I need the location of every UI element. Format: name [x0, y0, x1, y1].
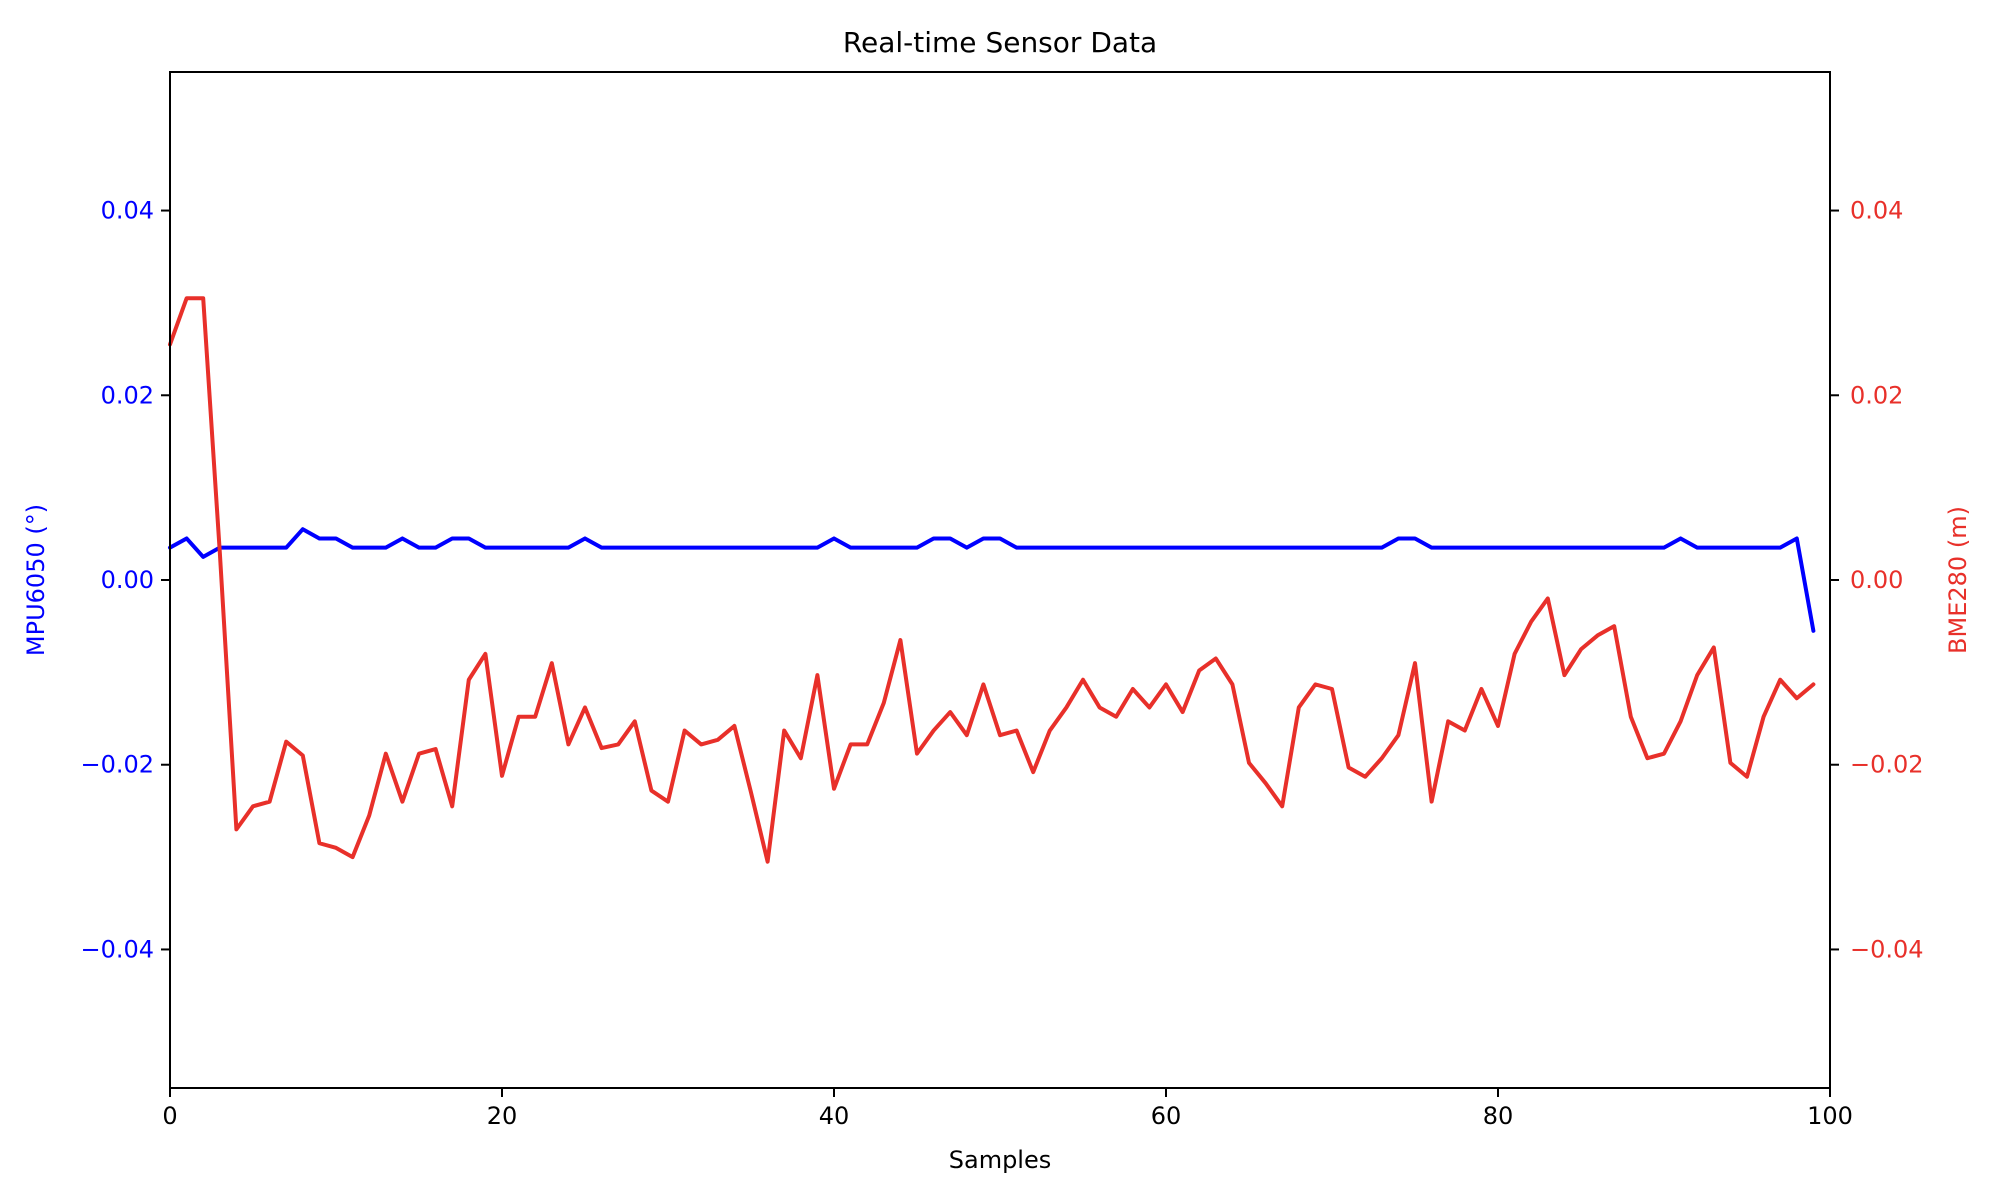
- left-y-tick-label: 0.02: [101, 381, 154, 409]
- x-tick-label: 100: [1807, 1102, 1853, 1130]
- x-tick-label: 0: [162, 1102, 177, 1130]
- left-y-axis-label: MPU6050 (°): [22, 504, 50, 656]
- right-y-tick-label: 0.02: [1850, 381, 1903, 409]
- right-y-axis-ticks: −0.04 −0.02 0.00 0.02 0.04: [1830, 197, 1924, 963]
- series-line-mpu6050: [168, 527, 1816, 633]
- left-y-tick-label: −0.04: [80, 935, 154, 963]
- right-y-tick-label: −0.02: [1850, 751, 1924, 779]
- right-y-axis-label: BME280 (m): [1944, 506, 1972, 654]
- x-axis-ticks: 0 20 40 60 80 100: [162, 1088, 1853, 1130]
- left-y-tick-label: −0.02: [80, 751, 154, 779]
- x-tick-label: 20: [487, 1102, 518, 1130]
- x-axis-label: Samples: [949, 1146, 1052, 1174]
- chart-title: Real-time Sensor Data: [843, 26, 1157, 59]
- x-tick-label: 80: [1483, 1102, 1514, 1130]
- right-y-tick-label: 0.00: [1850, 566, 1903, 594]
- right-y-tick-label: −0.04: [1850, 935, 1924, 963]
- x-tick-label: 60: [1151, 1102, 1182, 1130]
- series-line-bme280: [168, 296, 1816, 864]
- left-y-tick-label: 0.04: [101, 197, 154, 225]
- left-y-tick-label: 0.00: [101, 566, 154, 594]
- x-tick-label: 40: [819, 1102, 850, 1130]
- left-y-axis-ticks: −0.04 −0.02 0.00 0.02 0.04: [80, 197, 170, 963]
- series-layer: [168, 296, 1816, 864]
- right-y-tick-label: 0.04: [1850, 197, 1903, 225]
